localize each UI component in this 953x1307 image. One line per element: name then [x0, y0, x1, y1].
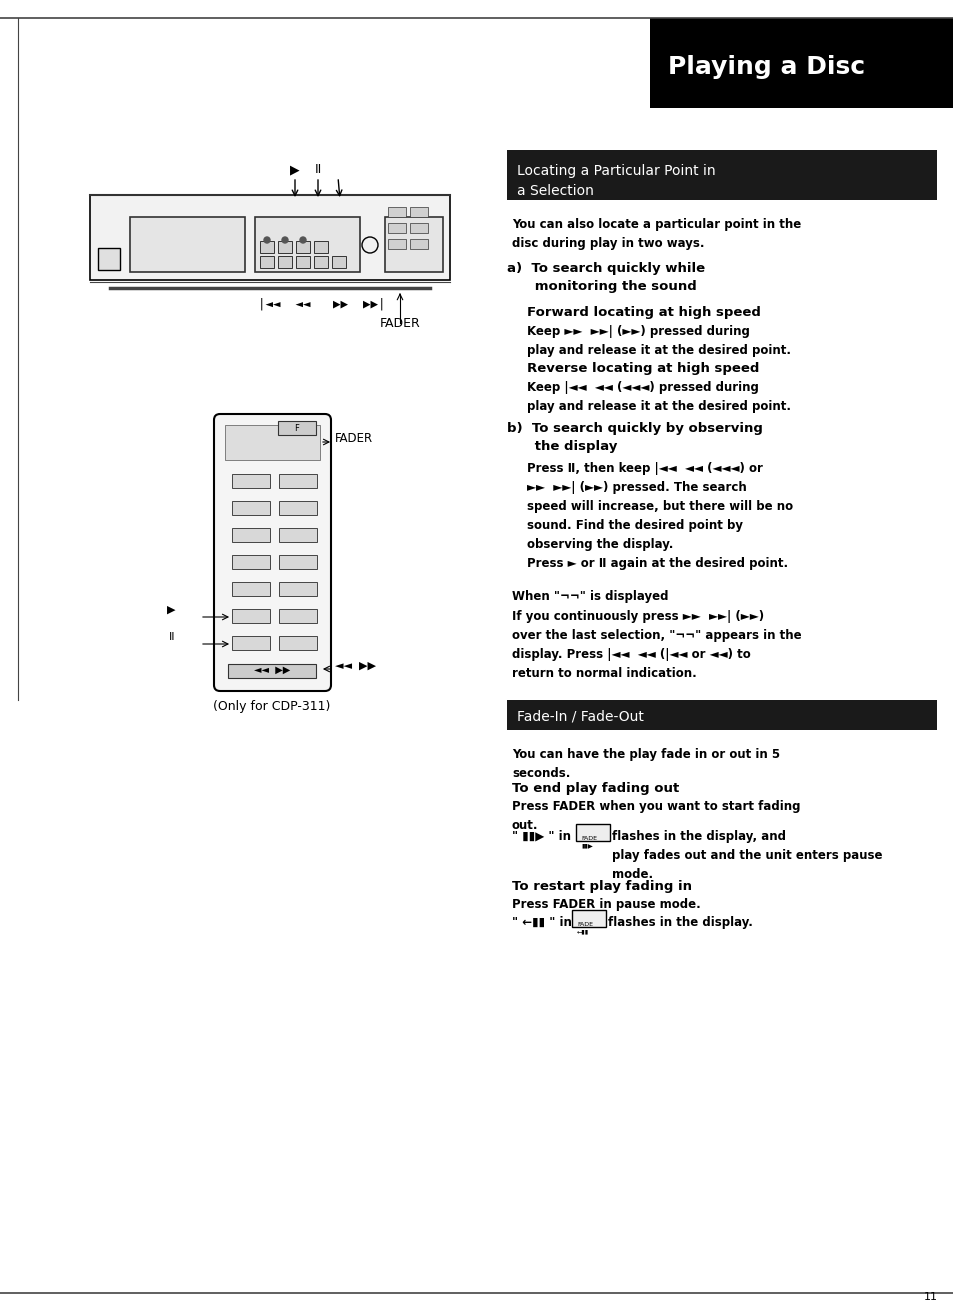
- Text: 11: 11: [923, 1293, 937, 1302]
- Text: (Only for CDP-311): (Only for CDP-311): [213, 701, 331, 714]
- Text: FADE: FADE: [577, 921, 593, 927]
- Text: flashes in the display.: flashes in the display.: [607, 916, 752, 929]
- Text: You can have the play fade in or out in 5
seconds.: You can have the play fade in or out in …: [512, 748, 780, 780]
- Text: When "¬¬" is displayed: When "¬¬" is displayed: [512, 589, 668, 603]
- Bar: [232, 609, 270, 623]
- Text: ←▮▮: ←▮▮: [577, 929, 589, 935]
- Bar: [130, 217, 245, 272]
- Text: " ▮▮▶ " in: " ▮▮▶ " in: [512, 830, 571, 843]
- Text: Reverse locating at high speed: Reverse locating at high speed: [526, 362, 759, 375]
- Bar: [277, 256, 292, 268]
- Bar: [388, 223, 406, 233]
- Text: Keep ►►  ►►| (►►) pressed during
play and release it at the desired point.: Keep ►► ►►| (►►) pressed during play and…: [526, 325, 790, 357]
- Text: You can also locate a particular point in the
disc during play in two ways.: You can also locate a particular point i…: [512, 218, 801, 250]
- Bar: [410, 239, 428, 250]
- Text: |◄◄  ◄◄   ▶▶  ▶▶|: |◄◄ ◄◄ ▶▶ ▶▶|: [257, 298, 385, 311]
- Bar: [232, 582, 270, 596]
- Text: ▶: ▶: [290, 163, 299, 176]
- Text: FADE: FADE: [580, 836, 597, 840]
- Bar: [98, 248, 120, 271]
- Text: FADER: FADER: [335, 433, 373, 444]
- Bar: [278, 582, 316, 596]
- Bar: [506, 150, 936, 200]
- Text: If you continuously press ►►  ►►| (►►)
over the last selection, "¬¬" appears in : If you continuously press ►► ►►| (►►) ov…: [512, 610, 801, 680]
- Bar: [278, 609, 316, 623]
- Bar: [314, 256, 328, 268]
- FancyBboxPatch shape: [576, 823, 609, 840]
- Text: ▶: ▶: [167, 605, 174, 616]
- FancyBboxPatch shape: [572, 910, 605, 927]
- Bar: [278, 474, 316, 488]
- Text: flashes in the display, and
play fades out and the unit enters pause
mode.: flashes in the display, and play fades o…: [612, 830, 882, 881]
- Text: Playing a Disc: Playing a Disc: [667, 55, 864, 78]
- Bar: [295, 240, 310, 254]
- Text: ▮▮▶: ▮▮▶: [580, 843, 592, 848]
- Text: Keep |◄◄  ◄◄ (◄◄◄) pressed during
play and release it at the desired point.: Keep |◄◄ ◄◄ (◄◄◄) pressed during play an…: [526, 382, 790, 413]
- Text: Fade-In / Fade-Out: Fade-In / Fade-Out: [517, 710, 643, 724]
- Text: F: F: [294, 423, 299, 433]
- Bar: [232, 501, 270, 515]
- Text: Press FADER when you want to start fading
out.: Press FADER when you want to start fadin…: [512, 800, 800, 833]
- Bar: [228, 664, 315, 678]
- Circle shape: [282, 237, 288, 243]
- Bar: [295, 256, 310, 268]
- Text: To restart play fading in: To restart play fading in: [512, 880, 691, 893]
- Bar: [278, 555, 316, 569]
- Bar: [388, 207, 406, 217]
- Bar: [314, 240, 328, 254]
- Text: a)  To search quickly while
      monitoring the sound: a) To search quickly while monitoring th…: [506, 261, 704, 293]
- Bar: [410, 207, 428, 217]
- Text: II: II: [169, 633, 174, 642]
- Bar: [410, 223, 428, 233]
- Text: ◄◄  ▶▶: ◄◄ ▶▶: [253, 665, 290, 674]
- Bar: [278, 528, 316, 542]
- Bar: [90, 195, 450, 280]
- Bar: [388, 239, 406, 250]
- FancyBboxPatch shape: [213, 414, 331, 691]
- Bar: [332, 256, 346, 268]
- Bar: [506, 701, 936, 731]
- Text: To end play fading out: To end play fading out: [512, 782, 679, 795]
- Text: Press Ⅱ, then keep |◄◄  ◄◄ (◄◄◄) or
►►  ►►| (►►) pressed. The search
speed will : Press Ⅱ, then keep |◄◄ ◄◄ (◄◄◄) or ►► ►►…: [526, 461, 792, 570]
- Bar: [232, 555, 270, 569]
- Bar: [260, 240, 274, 254]
- Bar: [232, 637, 270, 650]
- Circle shape: [264, 237, 270, 243]
- Bar: [232, 528, 270, 542]
- Text: " ←▮▮ " in: " ←▮▮ " in: [512, 916, 571, 929]
- Bar: [278, 637, 316, 650]
- Text: Press FADER in pause mode.: Press FADER in pause mode.: [512, 898, 700, 911]
- Bar: [277, 421, 315, 435]
- Circle shape: [299, 237, 306, 243]
- Text: Forward locating at high speed: Forward locating at high speed: [526, 306, 760, 319]
- Bar: [260, 256, 274, 268]
- Text: FADER: FADER: [379, 318, 420, 329]
- Bar: [225, 425, 319, 460]
- Text: Locating a Particular Point in
a Selection: Locating a Particular Point in a Selecti…: [517, 165, 715, 197]
- Bar: [232, 474, 270, 488]
- Text: II: II: [314, 163, 321, 176]
- Text: ◄◄  ▶▶: ◄◄ ▶▶: [335, 661, 375, 670]
- Text: b)  To search quickly by observing
      the display: b) To search quickly by observing the di…: [506, 422, 762, 454]
- Bar: [278, 501, 316, 515]
- Bar: [254, 217, 359, 272]
- Bar: [649, 18, 953, 108]
- Bar: [385, 217, 442, 272]
- Bar: [277, 240, 292, 254]
